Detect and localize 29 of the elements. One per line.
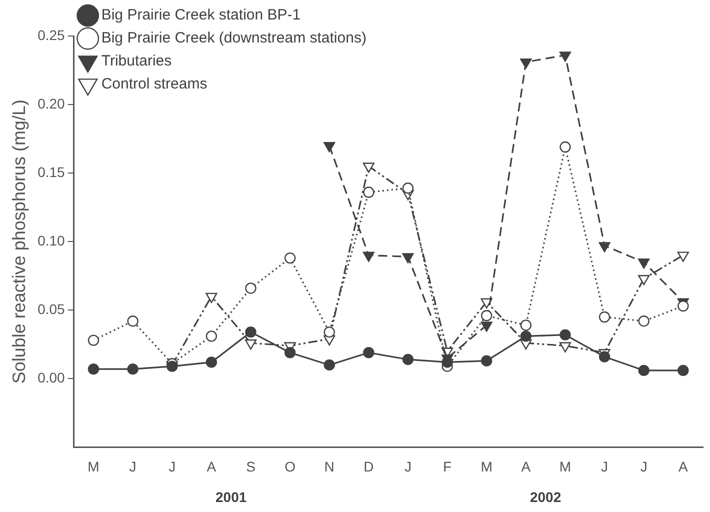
x-tick-label: F: [443, 458, 452, 474]
x-tick-label: M: [559, 458, 572, 474]
x-tick-label: J: [640, 458, 648, 474]
x-tick-label: A: [206, 458, 217, 474]
y-tick-label: 0.20: [38, 95, 66, 112]
y-tick-label: 0.10: [38, 232, 66, 248]
x-tick-label: O: [284, 458, 296, 474]
x-tick-label: N: [324, 458, 334, 474]
legend-label: Tributaries: [101, 52, 172, 70]
x-tick-label: D: [364, 458, 374, 474]
x-tick-label: J: [168, 458, 176, 474]
x-tick-label: M: [88, 458, 100, 474]
x-tick-label: J: [404, 458, 412, 474]
text: 2002: [530, 488, 562, 505]
legend-label: Big Prairie Creek (downstream stations): [101, 30, 366, 47]
legend-label: Control streams: [101, 76, 208, 93]
y-tick-label: 0.15: [38, 164, 66, 180]
y-tick-label: 0.25: [38, 26, 66, 43]
x-tick-label: S: [246, 458, 256, 474]
y-axis-title: Soluble reactive phosphorus (mg/L): [8, 100, 29, 384]
x-tick-label: M: [480, 458, 492, 474]
x-tick-label: J: [129, 458, 136, 474]
x-tick-label: A: [521, 458, 532, 474]
legend-label: Big Prairie Creek station BP-1: [101, 6, 301, 24]
text: 2001: [216, 488, 247, 505]
y-tick-label: 0.05: [38, 300, 66, 317]
y-tick-label: 0.00: [38, 370, 66, 386]
x-tick-label: A: [678, 458, 688, 474]
x-tick-label: J: [601, 458, 608, 474]
